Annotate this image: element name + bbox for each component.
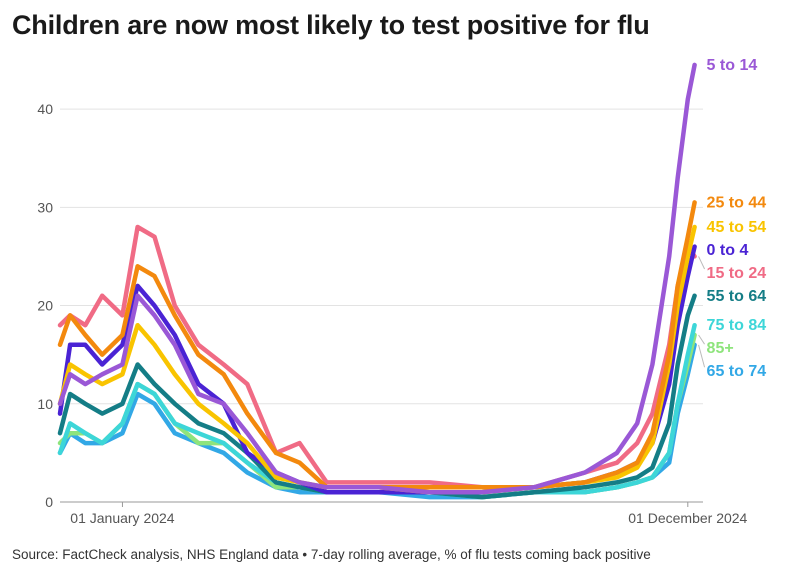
series-label-25-to-44: 25 to 44 [707, 194, 767, 211]
series-line-75-to-84 [57, 322, 697, 500]
y-tick-label-40: 40 [37, 101, 53, 117]
series-label-55-to-64: 55 to 64 [707, 288, 767, 305]
y-tick-label-10: 10 [37, 396, 53, 412]
x-tick-label-1: 01 December 2024 [628, 510, 747, 526]
series-line-65-to-74 [57, 342, 697, 500]
label-leader-85plus [698, 334, 705, 345]
x-axis-ticks: 01 January 2024 01 December 2024 [70, 502, 748, 526]
series-labels: 5 to 14 25 to 44 45 to 54 0 to 4 15 to 24 55 … [698, 57, 767, 380]
y-tick-label-20: 20 [37, 298, 53, 314]
gridlines [60, 108, 703, 503]
series-label-65-to-74: 65 to 74 [707, 363, 767, 380]
series-line-0-to-4 [57, 244, 697, 495]
series-label-45-to-54: 45 to 54 [707, 219, 767, 236]
series-line-25-to-44 [57, 200, 697, 490]
series-label-5-to-14: 5 to 14 [707, 57, 758, 74]
series-lines [57, 62, 697, 500]
series-label-85plus: 85+ [707, 340, 734, 357]
source-note: Source: FactCheck analysis, NHS England … [12, 547, 651, 562]
label-leader-65-to-74 [698, 344, 706, 368]
series-line-55-to-64 [57, 293, 697, 500]
series-line-85plus [57, 332, 697, 500]
series-label-75-to-84: 75 to 84 [707, 317, 767, 334]
series-line-5-to-14 [57, 62, 697, 495]
label-leader-15-to-24 [698, 256, 706, 270]
y-tick-label-0: 0 [45, 494, 53, 510]
y-axis-ticks: 0 10 20 30 40 [37, 101, 53, 510]
x-tick-label-0: 01 January 2024 [70, 510, 175, 526]
series-line-45-to-54 [57, 224, 697, 495]
y-tick-label-30: 30 [37, 199, 53, 215]
series-line-15-to-24 [57, 224, 697, 490]
series-label-0-to-4: 0 to 4 [707, 242, 749, 259]
series-label-15-to-24: 15 to 24 [707, 265, 767, 282]
chart-title: Children are now most likely to test pos… [12, 10, 650, 40]
line-chart: 0 10 20 30 40 01 January 2024 01 December 202… [37, 57, 767, 526]
